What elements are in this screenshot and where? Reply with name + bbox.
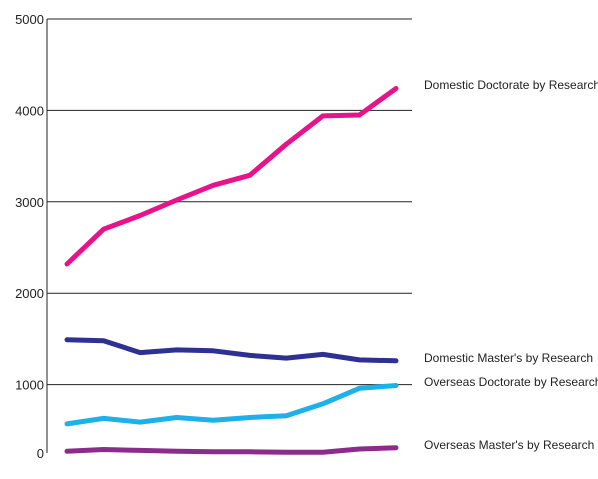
series-lines [64,86,399,455]
series-line [64,337,399,364]
series-line [64,383,399,427]
series-label: Domestic Doctorate by Research [424,78,598,92]
series-line [64,445,399,455]
y-tick-label: 4000 [15,103,44,118]
series-line [64,86,399,267]
y-tick-label: 5000 [15,12,44,27]
y-tick-label: 1000 [15,378,44,393]
y-tick-label: 3000 [15,195,44,210]
series-label: Domestic Master's by Research [424,351,593,365]
series-label: Overseas Master's by Research [424,438,594,452]
y-tick-label: 0 [37,446,44,461]
y-tick-labels: 0 1000 2000 3000 4000 5000 [15,12,44,461]
series-label: Overseas Doctorate by Research [424,375,598,389]
y-tick-label: 2000 [15,286,44,301]
gridlines [47,18,412,386]
series-labels: Domestic Doctorate by Research Domestic M… [424,78,598,452]
